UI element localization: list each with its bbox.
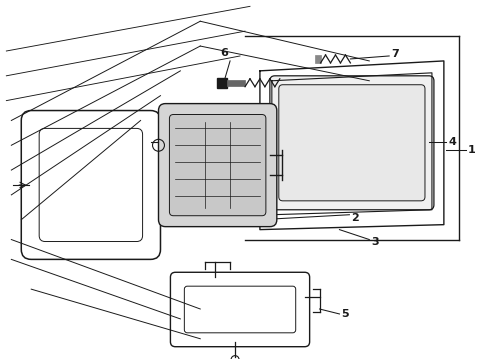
Text: 6: 6 xyxy=(220,48,228,58)
Bar xyxy=(315,55,320,63)
Bar xyxy=(217,78,227,88)
Text: 7: 7 xyxy=(391,49,399,59)
Text: 3: 3 xyxy=(371,237,379,247)
Bar xyxy=(227,80,245,86)
Text: 1: 1 xyxy=(468,145,475,155)
Text: 4: 4 xyxy=(449,137,457,147)
FancyBboxPatch shape xyxy=(170,114,266,216)
Text: 2: 2 xyxy=(351,213,359,223)
FancyBboxPatch shape xyxy=(158,104,277,227)
FancyBboxPatch shape xyxy=(270,76,434,210)
FancyBboxPatch shape xyxy=(279,85,425,201)
Text: 5: 5 xyxy=(342,309,349,319)
